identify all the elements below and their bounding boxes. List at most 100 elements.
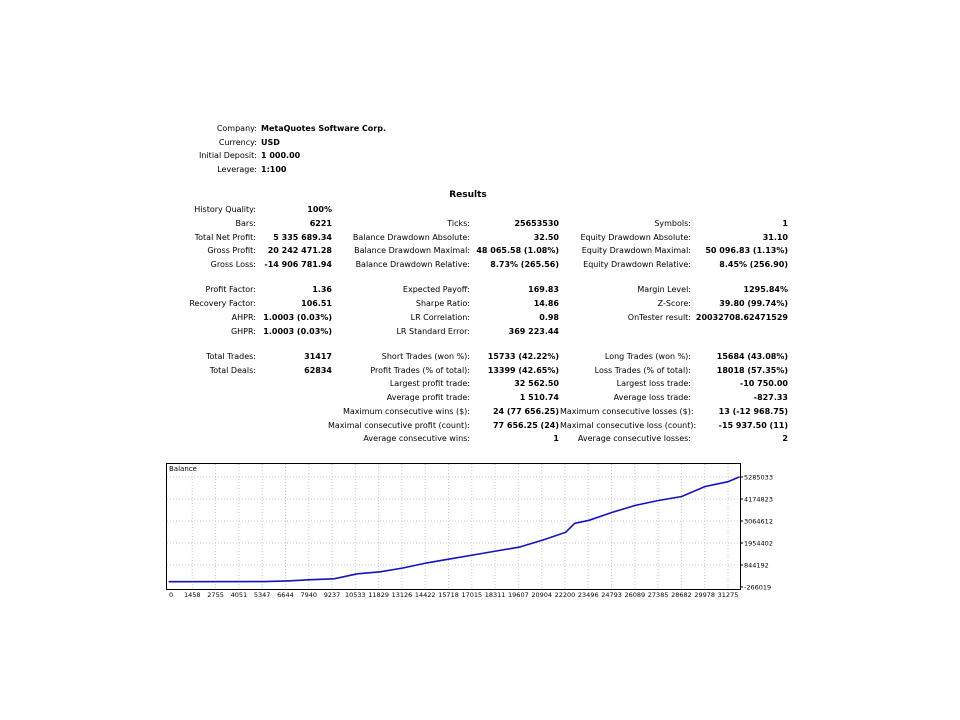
balance-point: [403, 567, 405, 569]
metric-label: Largest profit trade:: [389, 379, 470, 389]
metric-value: 24 (77 656.25): [492, 406, 559, 416]
balance-point: [634, 504, 636, 507]
metric-value: 77 656.25 (24): [492, 420, 559, 430]
x-tick-label: 27385: [648, 591, 669, 599]
y-tick-label: 4174823: [744, 496, 773, 504]
metric-value: 1: [553, 434, 559, 444]
metric-value: 8.73% (265.56): [490, 260, 559, 269]
x-tick-label: 20904: [531, 591, 552, 599]
metric-value: 48 065.58 (1.08%): [476, 246, 559, 256]
metric-label: Balance Drawdown Absolute:: [352, 232, 470, 242]
metric-label: AHPR:: [231, 312, 256, 322]
y-tick-label: 1954402: [744, 540, 773, 548]
x-tick-label: 15718: [438, 591, 459, 599]
balance-point: [495, 550, 497, 552]
balance-line: [168, 476, 740, 583]
results-row: Bars: 6221 Ticks: 25653530 Symbols: 1: [0, 218, 960, 230]
balance-point: [611, 511, 613, 513]
metric-value: 31.10: [762, 232, 788, 242]
x-tick-label: 14422: [415, 591, 436, 599]
x-tick-label: 22200: [555, 591, 576, 599]
metric-value: 169.83: [528, 285, 559, 295]
results-row: Average profit trade: 1 510.74 Average los…: [0, 392, 960, 404]
x-tick-label: 19607: [508, 591, 529, 599]
y-tick-label: 5285033: [744, 474, 773, 482]
balance-point: [449, 558, 451, 560]
metric-label: Equity Drawdown Maximal:: [581, 246, 691, 256]
header-label: Leverage:: [217, 164, 257, 174]
metric-label: Bars:: [235, 218, 256, 228]
x-tick-label: 0: [169, 591, 173, 599]
metric-label: Average consecutive wins:: [363, 434, 470, 444]
metric-label: Balance Drawdown Maximal:: [354, 246, 470, 256]
header-value: MetaQuotes Software Corp.: [261, 124, 386, 133]
metric-label: Average loss trade:: [613, 393, 691, 402]
metric-value: 1.0003 (0.03%): [263, 326, 332, 336]
metric-value: 369 223.44: [508, 326, 559, 336]
metric-label: Short Trades (won %):: [381, 351, 470, 361]
header-value: 1 000.00: [261, 151, 301, 160]
x-tick-label: 31275: [718, 591, 739, 599]
balance-point: [588, 519, 590, 521]
metric-label: Ticks:: [447, 218, 470, 228]
metric-value: 100%: [307, 205, 332, 214]
balance-point: [727, 481, 729, 483]
metric-label: Expected Payoff:: [402, 285, 470, 295]
metric-value: 1.0003 (0.03%): [263, 312, 332, 322]
metric-value: 32 562.50: [514, 379, 559, 389]
metric-label: Loss Trades (% of total):: [594, 365, 691, 375]
metric-value: 32.50: [533, 232, 559, 242]
balance-point: [574, 522, 576, 524]
metric-label: Maximal consecutive profit (count):: [327, 420, 470, 430]
metric-value: 13399 (42.65%): [487, 365, 559, 375]
metric-label: LR Correlation:: [410, 312, 470, 322]
balance-point: [472, 554, 474, 556]
metric-label: Gross Loss:: [210, 260, 256, 269]
balance-point: [379, 571, 382, 573]
results-row: GHPR: 1.0003 (0.03%) LR Standard Error: 369…: [0, 326, 960, 338]
x-tick-label: 29978: [694, 591, 715, 599]
balance-point: [738, 476, 740, 478]
x-tick-label: 13126: [392, 591, 413, 599]
x-tick-label: 1458: [184, 591, 201, 599]
balance-point: [168, 581, 170, 583]
x-tick-label: 7940: [300, 591, 317, 599]
metric-value: -14 906 781.94: [264, 260, 332, 269]
y-tick-label: 844192: [744, 562, 769, 570]
x-tick-label: 5347: [254, 591, 271, 599]
metric-label: Profit Factor:: [205, 285, 256, 295]
metric-label: Long Trades (won %):: [604, 351, 691, 361]
balance-point: [263, 581, 266, 583]
balance-point: [657, 499, 660, 502]
header-label: Currency:: [218, 137, 257, 147]
balance-point: [426, 562, 428, 564]
x-tick-label: 18311: [485, 591, 506, 599]
balance-point: [518, 546, 521, 548]
metric-value: 13 (-12 968.75): [718, 406, 788, 416]
header-label: Initial Deposit:: [199, 151, 257, 160]
metric-value: 15733 (42.22%): [487, 351, 559, 361]
balance-point: [333, 578, 335, 580]
x-tick-label: 4051: [231, 591, 248, 599]
metric-label: Z-Score:: [657, 299, 691, 308]
metric-label: OnTester result:: [627, 312, 691, 322]
x-tick-label: 11829: [368, 591, 389, 599]
results-row: Largest profit trade: 32 562.50 Largest lo…: [0, 378, 960, 390]
metric-value: 6221: [309, 218, 332, 228]
metric-value: 1.36: [312, 285, 332, 295]
results-row: Maximum consecutive wins ($): 24 (77 656.…: [0, 406, 960, 418]
metric-label: Maximum consecutive wins ($):: [342, 406, 470, 416]
chart-title: Balance: [169, 465, 197, 473]
metric-label: Margin Level:: [637, 285, 691, 295]
chart-frame: [166, 463, 741, 590]
header-value: USD: [261, 137, 280, 147]
y-tick-label: -266019: [744, 584, 771, 592]
metric-value: 1 510.74: [519, 393, 559, 402]
metric-label: Recovery Factor:: [189, 299, 256, 308]
header-value: 1:100: [261, 164, 287, 174]
metric-label: GHPR:: [230, 326, 256, 336]
metric-label: Maximal consecutive loss (count):: [560, 420, 697, 430]
metric-label: LR Standard Error:: [396, 326, 470, 336]
metric-value: 15684 (43.08%): [716, 351, 788, 361]
metric-value: 18018 (57.35%): [716, 365, 788, 375]
